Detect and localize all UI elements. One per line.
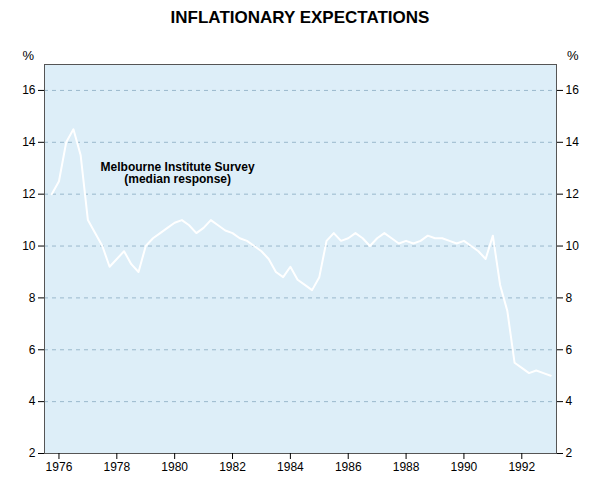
svg-text:16: 16 [22, 83, 36, 97]
svg-text:12: 12 [566, 187, 580, 201]
svg-text:12: 12 [22, 187, 36, 201]
svg-text:6: 6 [29, 343, 36, 357]
svg-text:4: 4 [29, 394, 36, 408]
svg-text:1990: 1990 [451, 460, 478, 474]
svg-text:2: 2 [29, 446, 36, 460]
svg-text:%: % [567, 48, 579, 63]
svg-text:1976: 1976 [46, 460, 73, 474]
svg-text:Melbourne Institute Survey(med: Melbourne Institute Survey(median respon… [101, 160, 255, 186]
svg-text:1986: 1986 [335, 460, 362, 474]
svg-text:14: 14 [22, 135, 36, 149]
svg-text:2: 2 [566, 446, 573, 460]
svg-text:%: % [23, 48, 35, 63]
html-text:INFLATIONARY EXPECTATIONS: INFLATIONARY EXPECTATIONS [170, 8, 430, 27]
svg-text:8: 8 [29, 291, 36, 305]
svg-text:1988: 1988 [393, 460, 420, 474]
svg-text:1984: 1984 [277, 460, 304, 474]
svg-text:1982: 1982 [219, 460, 246, 474]
svg-text:6: 6 [566, 343, 573, 357]
svg-text:8: 8 [566, 291, 573, 305]
svg-text:1978: 1978 [103, 460, 130, 474]
svg-text:1980: 1980 [161, 460, 188, 474]
svg-text:14: 14 [566, 135, 580, 149]
svg-text:1992: 1992 [508, 460, 535, 474]
svg-text:4: 4 [566, 394, 573, 408]
svg-text:10: 10 [566, 239, 580, 253]
svg-text:10: 10 [22, 239, 36, 253]
svg-text:16: 16 [566, 83, 580, 97]
